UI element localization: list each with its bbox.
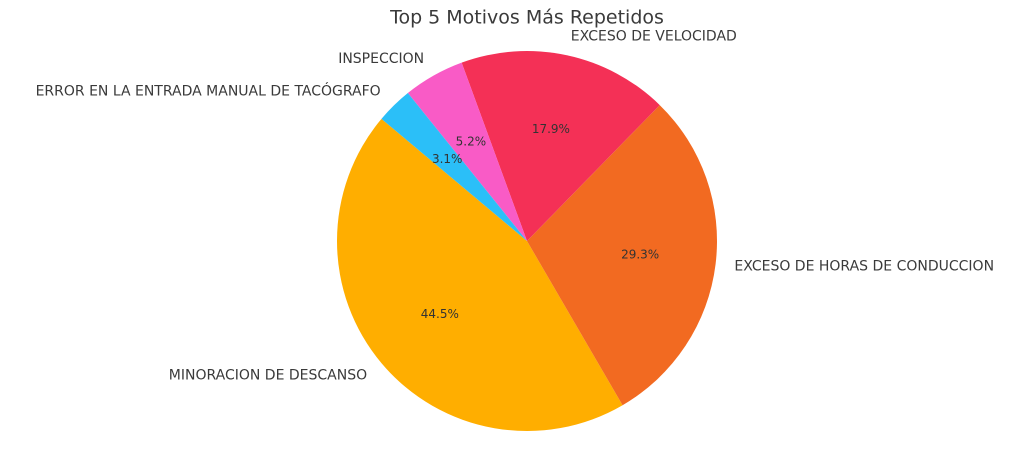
pie-slice [381, 93, 527, 241]
pie-slice [527, 105, 718, 406]
value-label: 5.2% [456, 134, 487, 148]
pie-slice [407, 62, 527, 241]
slice-label: INSPECCION [338, 51, 424, 67]
slice-label: ERROR EN LA ENTRADA MANUAL DE TACÓGRAFO [36, 82, 381, 100]
value-label: 17.9% [532, 122, 570, 136]
slice-label: EXCESO DE HORAS DE CONDUCCION [734, 259, 994, 275]
slice-label: EXCESO DE VELOCIDAD [571, 29, 737, 45]
pie-slice [461, 51, 660, 241]
value-label: 29.3% [621, 248, 659, 262]
value-label: 3.1% [432, 152, 463, 166]
value-label: 44.5% [421, 307, 459, 321]
chart-title: Top 5 Motivos Más Repetidos [389, 7, 664, 29]
slice-label: MINORACION DE DESCANSO [169, 368, 367, 384]
pie-slice [337, 118, 623, 431]
